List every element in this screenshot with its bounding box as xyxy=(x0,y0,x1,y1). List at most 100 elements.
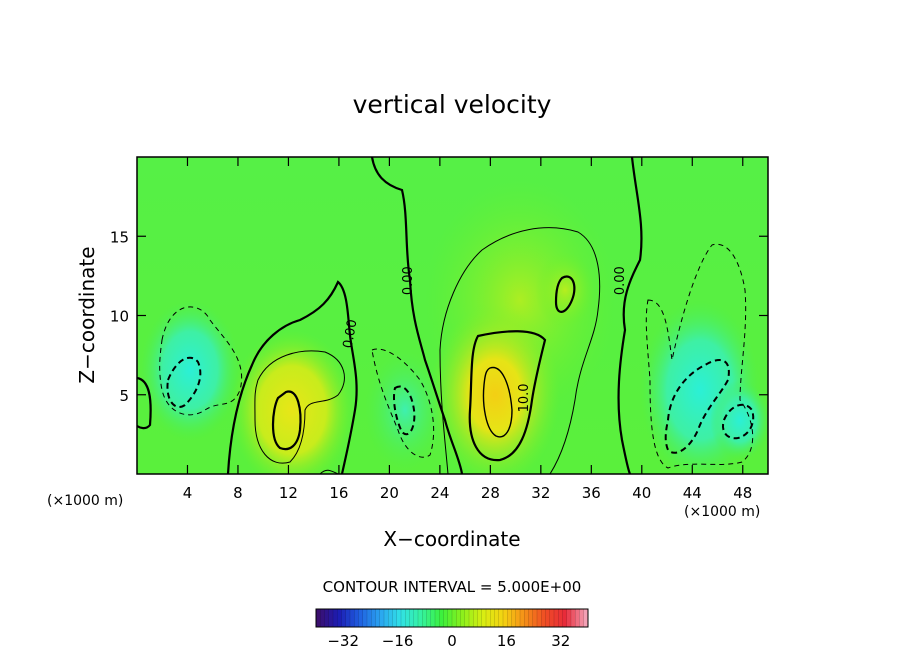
x-tick-label: 44 xyxy=(683,484,702,502)
colorbar-cell xyxy=(494,609,500,627)
colorbar-cell xyxy=(566,609,572,627)
contour-label: 10.0 xyxy=(517,383,532,412)
contour-label: 0.00 xyxy=(341,318,361,349)
x-tick-label: 28 xyxy=(481,484,500,502)
y-tick-label: 15 xyxy=(110,228,129,246)
colorbar-tick-label: −16 xyxy=(382,632,414,650)
contour-neg5-a xyxy=(159,306,243,416)
colorbar-labels: −32 −16 0 16 32 xyxy=(327,632,570,650)
colorbar-cell xyxy=(575,609,580,627)
colorbar-cell xyxy=(545,609,551,627)
colorbar-cell xyxy=(388,609,393,627)
contour-ten-a xyxy=(271,390,302,451)
x-tick-label: 16 xyxy=(329,484,348,502)
contour-five-c xyxy=(319,469,339,474)
colorbar-cell xyxy=(443,609,449,627)
contour-ten-b xyxy=(468,330,547,462)
chart-title: vertical velocity xyxy=(353,90,552,119)
colorbar-tick-label: 0 xyxy=(447,632,457,650)
colorbar-cell xyxy=(392,609,398,627)
contour-five-a xyxy=(254,350,345,464)
colorbar-cell xyxy=(409,609,415,627)
colorbar-cell xyxy=(320,609,325,627)
colorbar-frame xyxy=(315,608,589,628)
colorbar-cell xyxy=(396,609,402,627)
x-unit-left: (×1000 m) xyxy=(47,493,123,509)
colorbar-cell xyxy=(430,609,436,627)
colorbar-cell xyxy=(477,609,483,627)
colorbar-cell xyxy=(362,609,368,627)
colorbar-cell xyxy=(528,609,534,627)
contour-neg5-b xyxy=(371,348,435,458)
contour-neg10-a xyxy=(166,356,202,408)
colorbar-cell xyxy=(350,609,355,627)
colorbar-cell xyxy=(579,609,585,627)
y-tick-labels: 5 10 15 xyxy=(110,228,129,405)
colorbar-cell xyxy=(447,609,453,627)
contour-zero-a xyxy=(226,280,358,474)
colorbar-cell xyxy=(520,609,525,627)
colorbar-cell xyxy=(549,609,555,627)
colorbar-cell xyxy=(583,609,589,627)
colorbar-cell xyxy=(562,609,568,627)
colorbar-cells xyxy=(315,609,589,627)
colorbar-cell xyxy=(328,609,334,627)
colorbar-cell xyxy=(481,609,487,627)
colorbar-cell xyxy=(316,609,321,627)
colorbar-cell xyxy=(515,609,521,627)
colorbar: −32 −16 0 16 32 xyxy=(315,608,589,650)
contour-fifteen xyxy=(482,366,513,438)
contour-five-b xyxy=(439,227,601,474)
colorbar-tick-label: 16 xyxy=(497,632,516,650)
colorbar-cell xyxy=(401,609,406,627)
colorbar-cell xyxy=(435,609,440,627)
y-axis-label: Z−coordinate xyxy=(75,246,99,383)
x-tick-label: 12 xyxy=(279,484,298,502)
contour-lines xyxy=(137,157,755,474)
colorbar-cell xyxy=(537,609,542,627)
colorbar-cell xyxy=(532,609,538,627)
colorbar-cell xyxy=(486,609,491,627)
contour-zero-b xyxy=(370,157,464,474)
colorbar-cell xyxy=(460,609,466,627)
colorbar-cell xyxy=(498,609,504,627)
colorbar-cell xyxy=(358,609,364,627)
colorbar-cell xyxy=(354,609,359,627)
colorbar-cell xyxy=(541,609,546,627)
colorbar-cell xyxy=(558,609,563,627)
x-tick-label: 8 xyxy=(233,484,243,502)
contour-neg5-c xyxy=(645,243,754,469)
contour-interval-text: CONTOUR INTERVAL = 5.000E+00 xyxy=(323,578,582,596)
colorbar-tick-label: 32 xyxy=(551,632,570,650)
x-tick-labels: 4 8 12 16 20 24 28 32 36 40 44 48 xyxy=(183,484,753,502)
contour-labels: 0.00 0.00 0.00 10.0 xyxy=(341,266,628,412)
colorbar-cell xyxy=(507,609,512,627)
shaded-field xyxy=(140,180,768,474)
colorbar-cell xyxy=(405,609,410,627)
colorbar-cell xyxy=(379,609,385,627)
colorbar-cell xyxy=(524,609,529,627)
colorbar-cell xyxy=(418,609,423,627)
colorbar-cell xyxy=(554,609,559,627)
colorbar-cell xyxy=(367,609,372,627)
x-tick-label: 24 xyxy=(430,484,449,502)
contour-neg10-b xyxy=(392,385,416,436)
y-tick-label: 5 xyxy=(119,387,129,405)
contour-zero-left xyxy=(137,376,152,430)
x-tick-label: 32 xyxy=(531,484,550,502)
contour-label: 0.00 xyxy=(613,266,628,295)
colorbar-cell xyxy=(337,609,342,627)
colorbar-cell xyxy=(324,609,330,627)
x-tick-label: 40 xyxy=(632,484,651,502)
colorbar-cell xyxy=(511,609,517,627)
contour-zero-c xyxy=(617,157,643,474)
contour-neg10-c xyxy=(664,359,730,454)
x-axis-label: X−coordinate xyxy=(383,527,520,551)
colorbar-cell xyxy=(426,609,432,627)
contour-neg10-d xyxy=(722,403,755,440)
colorbar-cell xyxy=(384,609,389,627)
axis-ticks xyxy=(137,157,768,474)
colorbar-tick-label: −32 xyxy=(327,632,359,650)
